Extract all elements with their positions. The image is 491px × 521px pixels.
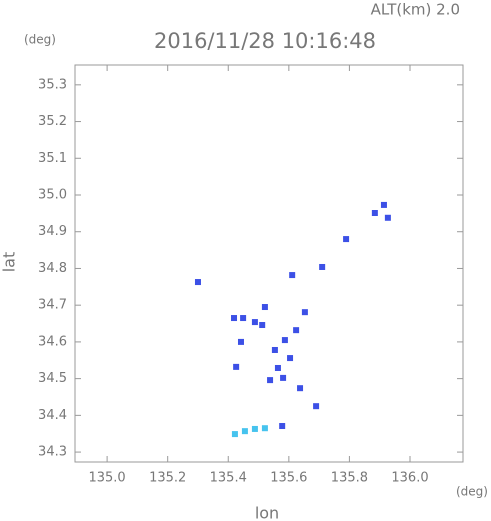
y-tick-label: 35.3 — [38, 77, 67, 92]
y-tick-label: 35.2 — [38, 114, 67, 129]
x-tick-label: 135.8 — [331, 471, 368, 486]
plot-frame — [74, 64, 464, 463]
echo-point — [231, 315, 238, 322]
echo-point — [261, 304, 268, 311]
echo-point — [274, 364, 281, 371]
echo-point — [297, 385, 304, 392]
echo-point — [231, 431, 238, 438]
echo-point — [384, 214, 391, 221]
y-tick-label: 35.1 — [38, 151, 67, 166]
echo-point — [289, 272, 296, 279]
echo-point — [343, 236, 350, 243]
y-tick-label: 34.5 — [38, 371, 67, 386]
echo-point — [261, 425, 268, 432]
echo-point — [319, 263, 326, 270]
echo-point — [251, 425, 258, 432]
echo-point — [313, 403, 320, 410]
x-unit: (deg) — [456, 485, 488, 499]
echo-point — [301, 309, 308, 316]
y-tick-label: 34.3 — [38, 445, 67, 460]
echo-point — [293, 327, 300, 334]
x-tick-label: 135.6 — [270, 471, 307, 486]
y-tick-label: 34.4 — [38, 408, 67, 423]
echo-point — [259, 322, 266, 329]
echo-point — [279, 423, 286, 430]
y-unit: (deg) — [24, 33, 56, 47]
echo-point — [240, 315, 247, 322]
echo-point — [281, 337, 288, 344]
x-tick-label: 135.4 — [210, 471, 247, 486]
echo-point — [194, 279, 201, 286]
echo-point — [271, 346, 278, 353]
y-tick-label: 34.6 — [38, 334, 67, 349]
echo-point — [241, 428, 248, 435]
echo-point — [233, 363, 240, 370]
y-tick-label: 34.7 — [38, 298, 67, 313]
echo-point — [371, 210, 378, 217]
x-tick-label: 135.2 — [149, 471, 186, 486]
echo-point — [237, 338, 244, 345]
echo-point — [287, 355, 294, 362]
echo-point — [251, 319, 258, 326]
y-tick-label: 34.8 — [38, 261, 67, 276]
echo-point — [280, 374, 287, 381]
echo-point — [380, 201, 387, 208]
echo-point — [267, 377, 274, 384]
y-tick-label: 34.9 — [38, 224, 67, 239]
chart-title: 2016/11/28 10:16:48 — [154, 29, 376, 53]
x-tick-label: 136.0 — [391, 471, 428, 486]
x-tick-label: 135.0 — [88, 471, 125, 486]
y-tick-label: 35.0 — [38, 188, 67, 203]
annotation: ALT(km) 2.0 — [371, 1, 460, 19]
y-axis-label: lat — [0, 252, 19, 273]
x-axis-label: lon — [255, 504, 279, 521]
